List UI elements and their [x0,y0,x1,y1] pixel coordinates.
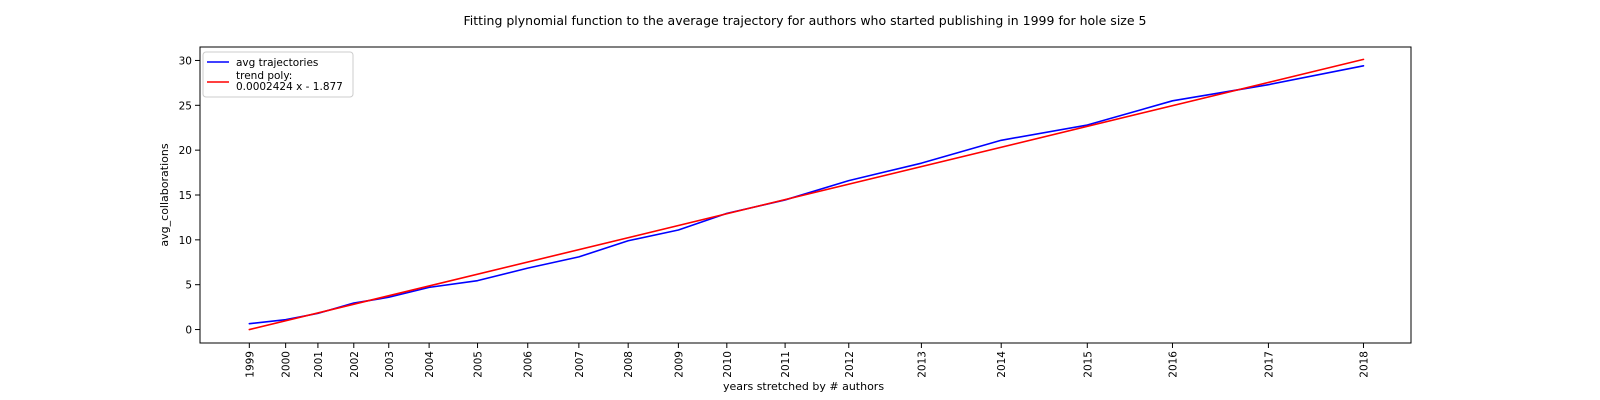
x-tick-label: 2007 [574,351,586,378]
y-tick-label: 0 [185,325,192,337]
y-tick-label: 20 [179,145,192,157]
x-tick-label: 2002 [349,351,361,378]
y-tick-label: 15 [179,190,192,202]
legend-box [202,51,354,98]
y-axis-label: avg_collaborations [158,143,171,246]
x-tick-label: 2001 [313,351,325,378]
x-tick-label: 2010 [722,351,734,378]
y-tick-label: 25 [179,100,192,112]
legend-label-avg-trajectories: avg trajectories [236,57,318,69]
x-tick-label: 1999 [244,351,256,378]
x-tick-label: 2018 [1358,351,1370,378]
x-tick-label: 2016 [1167,351,1179,378]
x-tick-label: 2013 [916,351,928,378]
x-tick-label: 2017 [1263,351,1275,378]
legend-label-trend-poly: trend poly: 0.0002424 x - 1.877 [236,70,343,93]
x-tick-label: 2003 [384,351,396,378]
x-tick-label: 2012 [844,351,856,378]
y-tick-label: 10 [179,235,192,247]
x-tick-label: 2004 [424,351,436,378]
chart-title: Fitting plynomial function to the averag… [464,13,1147,28]
x-axis-label: years stretched by # authors [723,380,884,393]
series-line-trend-poly [248,58,1365,331]
x-tick-label: 2014 [996,351,1008,378]
x-tick-label: 2006 [523,351,535,378]
x-tick-label: 2000 [281,351,293,378]
x-tick-label: 2008 [623,351,635,378]
y-tick-label: 5 [185,280,192,292]
x-tick-label: 2005 [473,351,485,378]
y-tick-label: 30 [179,55,192,67]
x-tick-label: 2015 [1082,351,1094,378]
x-tick-label: 2009 [673,351,685,378]
x-tick-label: 2011 [780,351,792,378]
